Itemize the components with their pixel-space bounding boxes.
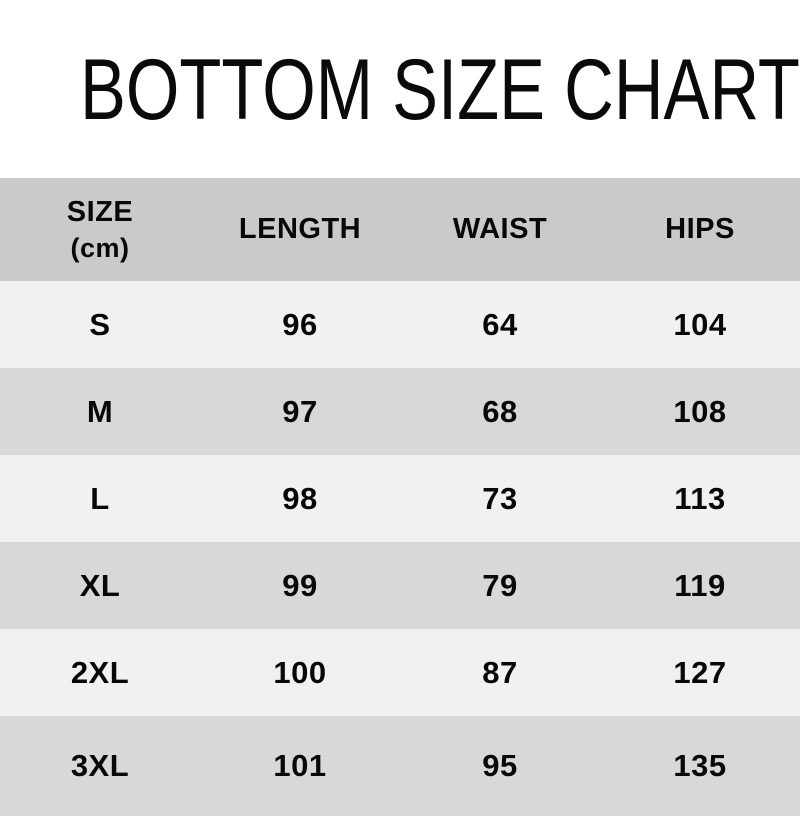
table-header: SIZE (cm) LENGTH WAIST HIPS [0,178,800,281]
table-row: M 97 68 108 [0,368,800,455]
cell-size: XL [79,567,121,603]
table-row: S 96 64 104 [0,281,800,368]
cell-hips: 104 [673,306,727,342]
cell-length: 97 [282,393,318,429]
cell-length: 99 [282,567,318,603]
cell-length: 100 [273,654,327,690]
cell-waist: 79 [482,567,518,603]
header-row: SIZE (cm) LENGTH WAIST HIPS [0,178,800,281]
table-row: 3XL 101 95 135 [0,716,800,816]
table-row: XL 99 79 119 [0,542,800,629]
cell-waist: 73 [482,480,518,516]
cell-size: L [90,480,110,516]
cell-size: 2XL [70,654,130,690]
column-header-size-label: SIZE [66,195,134,228]
column-header-hips: HIPS [600,178,800,281]
table-row: 2XL 100 87 127 [0,629,800,716]
cell-size: 3XL [70,748,130,783]
cell-waist: 68 [482,393,518,429]
cell-waist: 64 [482,306,518,342]
column-header-waist: WAIST [400,178,600,281]
column-header-size: SIZE (cm) [0,178,200,281]
cell-length: 98 [282,480,318,516]
cell-size: M [86,393,114,429]
size-chart-table: SIZE (cm) LENGTH WAIST HIPS S 96 64 104 … [0,178,800,816]
table-row: L 98 73 113 [0,455,800,542]
cell-waist: 87 [482,654,518,690]
cell-waist: 95 [482,748,518,783]
cell-size: S [89,306,111,342]
cell-hips: 113 [674,480,726,516]
cell-hips: 127 [673,654,727,690]
column-header-size-unit: (cm) [70,232,130,263]
cell-length: 96 [282,306,318,342]
table-body: S 96 64 104 M 97 68 108 L 98 73 113 XL 9… [0,281,800,816]
column-header-length: LENGTH [200,178,400,281]
cell-length: 101 [273,748,327,783]
cell-hips: 119 [674,567,726,603]
page-title: BOTTOM SIZE CHART [80,42,800,138]
cell-hips: 108 [673,393,727,429]
cell-hips: 135 [673,748,727,783]
